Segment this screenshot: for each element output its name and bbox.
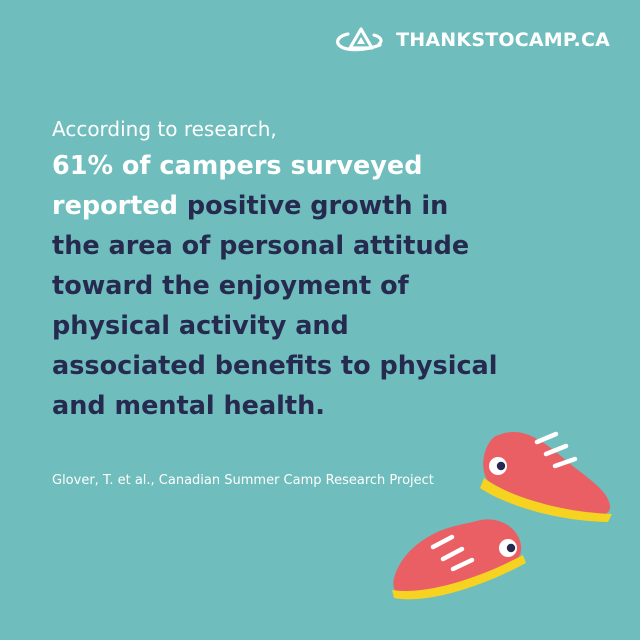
campfire-tent-swoosh-icon bbox=[336, 27, 383, 52]
sneaker-upper bbox=[480, 431, 612, 522]
brand-name[interactable]: THANKSTOCAMP.CA bbox=[396, 29, 610, 51]
statistic-highlight: 61% of campers surveyed reported bbox=[52, 151, 423, 221]
citation: Glover, T. et al., Canadian Summer Camp … bbox=[52, 473, 434, 488]
intro-text: According to research, bbox=[52, 117, 277, 141]
statement-body: positive growth in the area of personal … bbox=[52, 191, 498, 421]
research-statement: 61% of campers surveyed reported positiv… bbox=[52, 146, 502, 426]
sneaker-lower bbox=[392, 519, 526, 600]
brand-header[interactable]: THANKSTOCAMP.CA bbox=[334, 26, 610, 54]
